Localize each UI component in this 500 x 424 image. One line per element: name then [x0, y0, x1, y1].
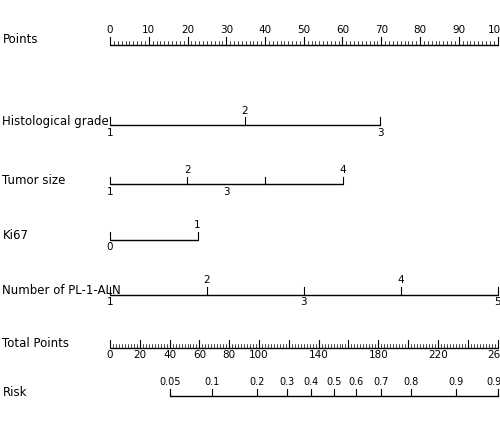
Text: 3: 3 [376, 128, 384, 138]
Text: 0.95: 0.95 [487, 377, 500, 387]
Text: 1: 1 [194, 220, 201, 230]
Text: 0.8: 0.8 [403, 377, 418, 387]
Text: 80: 80 [222, 350, 236, 360]
Text: 80: 80 [414, 25, 426, 35]
Text: 4: 4 [398, 275, 404, 285]
Text: 90: 90 [452, 25, 466, 35]
Text: Ki67: Ki67 [2, 229, 29, 242]
Text: 180: 180 [368, 350, 388, 360]
Text: 0: 0 [107, 25, 113, 35]
Text: 30: 30 [220, 25, 233, 35]
Text: 100: 100 [249, 350, 269, 360]
Text: 20: 20 [133, 350, 146, 360]
Text: 260: 260 [488, 350, 500, 360]
Text: 3: 3 [300, 297, 307, 307]
Text: 4: 4 [339, 165, 346, 175]
Text: 2: 2 [204, 275, 210, 285]
Text: 0.9: 0.9 [448, 377, 464, 387]
Text: 1: 1 [106, 128, 114, 138]
Text: 0.4: 0.4 [304, 377, 319, 387]
Text: 0.1: 0.1 [204, 377, 219, 387]
Text: 20: 20 [181, 25, 194, 35]
Text: 220: 220 [428, 350, 448, 360]
Text: 0.3: 0.3 [279, 377, 294, 387]
Text: 0: 0 [107, 350, 113, 360]
Text: 5: 5 [494, 297, 500, 307]
Text: 70: 70 [374, 25, 388, 35]
Text: 50: 50 [297, 25, 310, 35]
Text: 140: 140 [309, 350, 328, 360]
Text: 40: 40 [258, 25, 272, 35]
Text: 0.6: 0.6 [348, 377, 364, 387]
Text: 0.2: 0.2 [249, 377, 264, 387]
Text: 2: 2 [184, 165, 190, 175]
Text: Total Points: Total Points [2, 338, 70, 350]
Text: Points: Points [2, 33, 38, 47]
Text: 10: 10 [142, 25, 156, 35]
Text: 60: 60 [336, 25, 349, 35]
Text: Number of PL-1-ALN: Number of PL-1-ALN [2, 285, 121, 297]
Text: 3: 3 [223, 187, 230, 197]
Text: 1: 1 [106, 297, 114, 307]
Text: Risk: Risk [2, 386, 27, 399]
Text: 0.7: 0.7 [373, 377, 388, 387]
Text: 60: 60 [193, 350, 206, 360]
Text: 2: 2 [242, 106, 248, 116]
Text: Tumor size: Tumor size [2, 174, 66, 187]
Text: 0: 0 [107, 242, 113, 252]
Text: 100: 100 [488, 25, 500, 35]
Text: Histological grade: Histological grade [2, 115, 109, 128]
Text: 1: 1 [106, 187, 114, 197]
Text: 0.5: 0.5 [326, 377, 342, 387]
Text: 0.05: 0.05 [159, 377, 181, 387]
Text: 40: 40 [163, 350, 176, 360]
